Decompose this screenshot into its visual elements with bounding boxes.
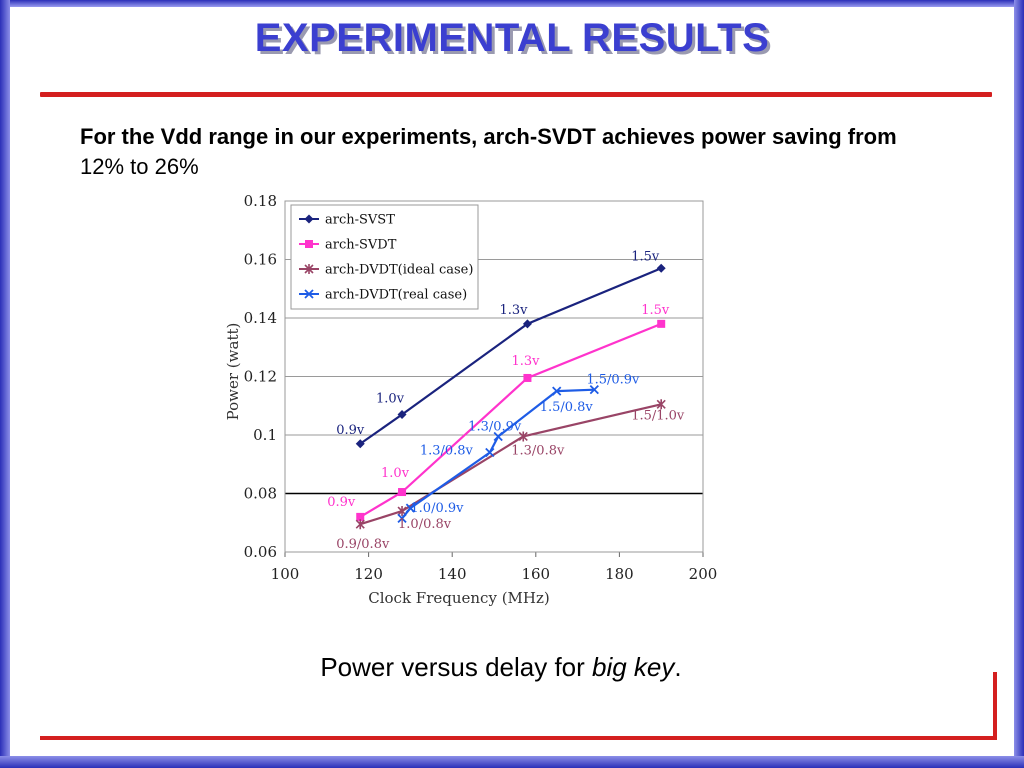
series-line [359, 403, 662, 526]
series-data-labels: 0.9v 1.0v 1.3v 1.5v [327, 303, 670, 510]
legend-entry: arch-DVDT(ideal case) [299, 263, 473, 278]
series-line [359, 322, 662, 518]
data-point [522, 319, 532, 329]
series-data-labels: 0.9/0.8v 1.0/0.8v 1.3/0.8v 1.5/1.0v [336, 408, 685, 552]
data-point [405, 503, 416, 513]
data-point [304, 264, 314, 274]
series-line [359, 267, 662, 445]
data-point [304, 214, 314, 224]
series-arch-dvdt-real-case- [397, 385, 599, 523]
data-label: 0.9v [336, 423, 365, 438]
data-label: 1.3v [499, 303, 528, 318]
x-tick-label: 160 [521, 565, 550, 583]
chart-legend: arch-SVST arch-SVDT arch-DVDT(ideal case) a… [290, 204, 479, 310]
legend-label: arch-SVST [325, 213, 395, 228]
corner-rule-vertical [993, 672, 997, 740]
subtitle-saving-range: 12% to 26% [80, 154, 199, 179]
figure-caption: Power versus delay for big key. [0, 652, 1002, 683]
data-label: 0.9/0.8v [336, 537, 390, 552]
data-label: 1.0v [381, 466, 410, 481]
legend-entry: arch-SVST [299, 213, 395, 228]
x-tick-label: 200 [689, 565, 718, 583]
slide-title: EXPERIMENTAL RESULTS [254, 16, 770, 60]
data-point [657, 319, 666, 328]
legend-label: arch-DVDT(ideal case) [325, 263, 473, 278]
power-frequency-chart: 0.06 0.08 0.1 0.12 0.14 0.16 0.18 100 120 140 160 1… [224, 192, 718, 607]
y-tick-label: 0.18 [244, 192, 277, 210]
data-label: 1.0v [376, 392, 405, 407]
chart-tick-labels: 0.06 0.08 0.1 0.12 0.14 0.16 0.18 100 120 140 160 1… [244, 192, 718, 583]
legend-box [290, 204, 479, 310]
data-label: 1.3/0.9v [468, 419, 522, 434]
data-label: 1.5v [631, 249, 660, 264]
data-point [304, 289, 314, 299]
y-axis-label: Power (watt) [224, 323, 242, 421]
y-tick-label: 0.12 [244, 368, 277, 386]
slide-frame-right [1014, 0, 1024, 768]
series-data-labels: 0.9v 1.0v 1.3v 1.5v [336, 249, 660, 438]
data-point [589, 385, 599, 395]
data-point [397, 410, 407, 420]
subtitle-bold-text: For the Vdd range in our experiments, ar… [80, 124, 897, 149]
legend-label: arch-SVDT [325, 238, 397, 253]
data-label: 1.3/0.8v [420, 444, 474, 459]
series-arch-svdt [356, 319, 666, 521]
legend-entry: arch-SVDT [299, 238, 397, 253]
x-tick-label: 180 [605, 565, 634, 583]
slide-frame-bottom [0, 756, 1024, 768]
data-point [552, 386, 562, 396]
corner-rule-horizontal [40, 736, 997, 740]
y-tick-label: 0.06 [244, 543, 277, 561]
x-tick-label: 140 [438, 565, 467, 583]
data-point [485, 447, 495, 458]
data-point [397, 513, 407, 523]
data-label: 1.5/1.0v [631, 408, 685, 423]
data-point [355, 439, 365, 449]
data-point [523, 373, 532, 382]
slide-frame-left [0, 0, 10, 768]
data-label: 0.9v [327, 495, 356, 510]
data-point [398, 488, 407, 497]
data-point [493, 431, 503, 442]
data-label: 1.3/0.8v [511, 443, 565, 458]
caption-italic-text: big key [592, 652, 675, 682]
x-tick-label: 100 [271, 565, 300, 583]
series-arch-svst [355, 263, 666, 449]
y-tick-label: 0.08 [244, 485, 277, 503]
chart-series: 0.9v 1.0v 1.3v 1.5v 0.9v 1.0v 1.3v 1.5v 0.9/0.8v… [327, 249, 685, 552]
data-label: 1.0/0.9v [410, 501, 464, 516]
data-label: 1.5v [641, 303, 670, 318]
y-tick-label: 0.1 [253, 426, 277, 444]
x-axis-label: Clock Frequency (MHz) [368, 589, 550, 607]
slide-frame-top [0, 0, 1024, 7]
title-underline [40, 92, 992, 97]
caption-period: . [674, 652, 682, 682]
data-point [656, 263, 666, 273]
legend-entry: arch-DVDT(real case) [299, 288, 467, 303]
series-arch-dvdt-ideal-case- [355, 399, 666, 530]
y-tick-label: 0.14 [244, 309, 277, 327]
data-label: 1.0/0.8v [398, 517, 452, 532]
data-point [656, 399, 666, 410]
y-tick-label: 0.16 [244, 251, 277, 269]
caption-text: Power versus delay for [320, 652, 593, 682]
x-tick-label: 120 [354, 565, 383, 583]
slide-subtitle: For the Vdd range in our experiments, ar… [80, 122, 940, 182]
data-point [355, 519, 365, 530]
data-label: 1.5/0.9v [586, 373, 640, 388]
data-label: 1.5/0.8v [540, 400, 594, 415]
series-data-labels: 1.0/0.9v 1.3/0.8v 1.3/0.9v 1.5/0.8v 1.5/0.9v [410, 373, 640, 516]
legend-label: arch-DVDT(real case) [325, 288, 467, 303]
data-label: 1.3v [511, 354, 540, 369]
plot-area-border [284, 200, 704, 553]
data-point [356, 512, 365, 521]
data-point [305, 240, 313, 248]
data-point [518, 431, 528, 442]
